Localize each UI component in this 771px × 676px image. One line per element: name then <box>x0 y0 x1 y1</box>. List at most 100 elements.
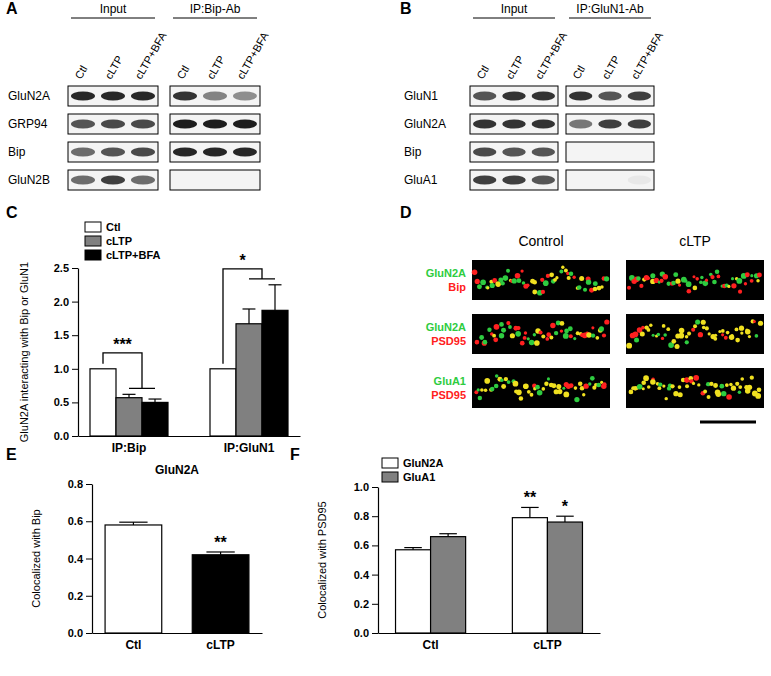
y-axis: 0.00.20.40.60.8 <box>68 478 93 639</box>
significance-label: * <box>239 252 246 269</box>
blot-band <box>71 120 95 129</box>
legend-swatch <box>85 250 101 260</box>
punctum <box>541 387 545 391</box>
blot-band <box>569 120 592 129</box>
punctum <box>675 344 680 349</box>
significance-bracket <box>103 353 155 389</box>
punctum <box>593 287 598 292</box>
punctum <box>647 277 651 281</box>
punctum <box>546 274 550 278</box>
tick: cLTP <box>533 638 561 652</box>
tick-label: 0.6 <box>68 515 83 527</box>
punctum <box>713 383 718 388</box>
blot-strip <box>470 170 558 190</box>
punctum <box>721 333 724 336</box>
tick-mark <box>86 484 92 485</box>
punctum <box>744 282 747 285</box>
punctum <box>718 330 721 333</box>
punctum <box>515 331 521 337</box>
punctum <box>554 331 558 335</box>
punctum <box>708 332 711 335</box>
error-bar <box>274 285 275 311</box>
blot-strip <box>566 86 654 106</box>
error-bar <box>564 516 565 522</box>
tick-label: 0.8 <box>68 478 83 490</box>
punctum <box>544 382 548 386</box>
punctum <box>591 326 594 329</box>
lane-label: cLTP <box>503 53 526 81</box>
punctum <box>626 343 632 349</box>
punctum <box>661 337 664 340</box>
punctum <box>515 273 521 279</box>
punctum <box>572 276 575 279</box>
punctum <box>520 269 523 272</box>
punctum <box>740 377 744 381</box>
blot-strip <box>566 170 654 190</box>
punctum <box>583 383 588 388</box>
punctum <box>593 281 598 286</box>
chart-title: GluN2A <box>155 463 199 477</box>
punctum <box>681 277 687 283</box>
punctum <box>687 289 692 294</box>
panel-label: D <box>400 204 412 221</box>
punctum <box>563 392 569 398</box>
significance-bracket <box>223 269 275 364</box>
punctum <box>537 390 543 396</box>
blot-band <box>502 148 525 157</box>
plot-marks <box>105 522 249 633</box>
punctum <box>627 286 631 290</box>
punctum <box>735 328 739 332</box>
punctum <box>591 333 595 337</box>
blot-band <box>628 176 651 185</box>
blot-band <box>569 92 592 101</box>
tick-label: 0.2 <box>354 598 369 610</box>
punctum <box>523 336 527 340</box>
tick: 0.0 <box>68 627 92 639</box>
punctum <box>561 265 564 268</box>
punctum <box>671 281 676 286</box>
punctum <box>586 332 591 337</box>
tick-label: 1.5 <box>54 329 69 341</box>
blot-row-label: GluA1 <box>404 173 438 187</box>
punctum <box>492 334 496 338</box>
punctum <box>731 277 734 280</box>
punctum <box>670 384 674 388</box>
punctum <box>633 331 639 337</box>
punctum <box>637 384 643 390</box>
blot-band <box>569 148 592 157</box>
punctum <box>549 335 553 339</box>
bar <box>105 525 162 633</box>
tick-label: 0.0 <box>54 430 69 442</box>
punctum <box>685 340 689 344</box>
blot-group-header: IP:GluN1-Ab <box>576 2 644 16</box>
error-cap <box>206 551 234 552</box>
punctum <box>756 279 760 283</box>
channel-label: GluA1 <box>434 375 466 387</box>
lane-label: Ctl <box>72 63 89 81</box>
punctum <box>753 320 756 323</box>
punctum <box>695 277 699 281</box>
punctum <box>578 381 583 386</box>
punctum <box>757 273 762 278</box>
error-cap <box>119 522 147 523</box>
punctum <box>710 275 714 279</box>
punctum <box>494 324 500 330</box>
punctum <box>647 328 651 332</box>
punctum <box>664 397 667 400</box>
y-axis: 0.00.51.01.52.02.5 <box>54 262 79 442</box>
category-label: IP:GluN1 <box>224 441 275 455</box>
blot-band <box>628 120 651 129</box>
category-label: cLTP <box>206 638 234 652</box>
punctum <box>729 335 734 340</box>
blot-band <box>473 92 496 101</box>
y-axis: 0.00.20.40.60.81.0 <box>354 481 379 639</box>
punctum <box>757 388 762 393</box>
tick: 0.2 <box>354 598 378 610</box>
punctum <box>662 324 666 328</box>
chart-texts: **Colocalized with BipGluN2A <box>30 463 228 608</box>
axis-line <box>379 633 601 634</box>
punctum <box>560 321 565 326</box>
punctum <box>507 380 511 384</box>
tick-label: 1.0 <box>54 363 69 375</box>
punctum <box>750 274 753 277</box>
